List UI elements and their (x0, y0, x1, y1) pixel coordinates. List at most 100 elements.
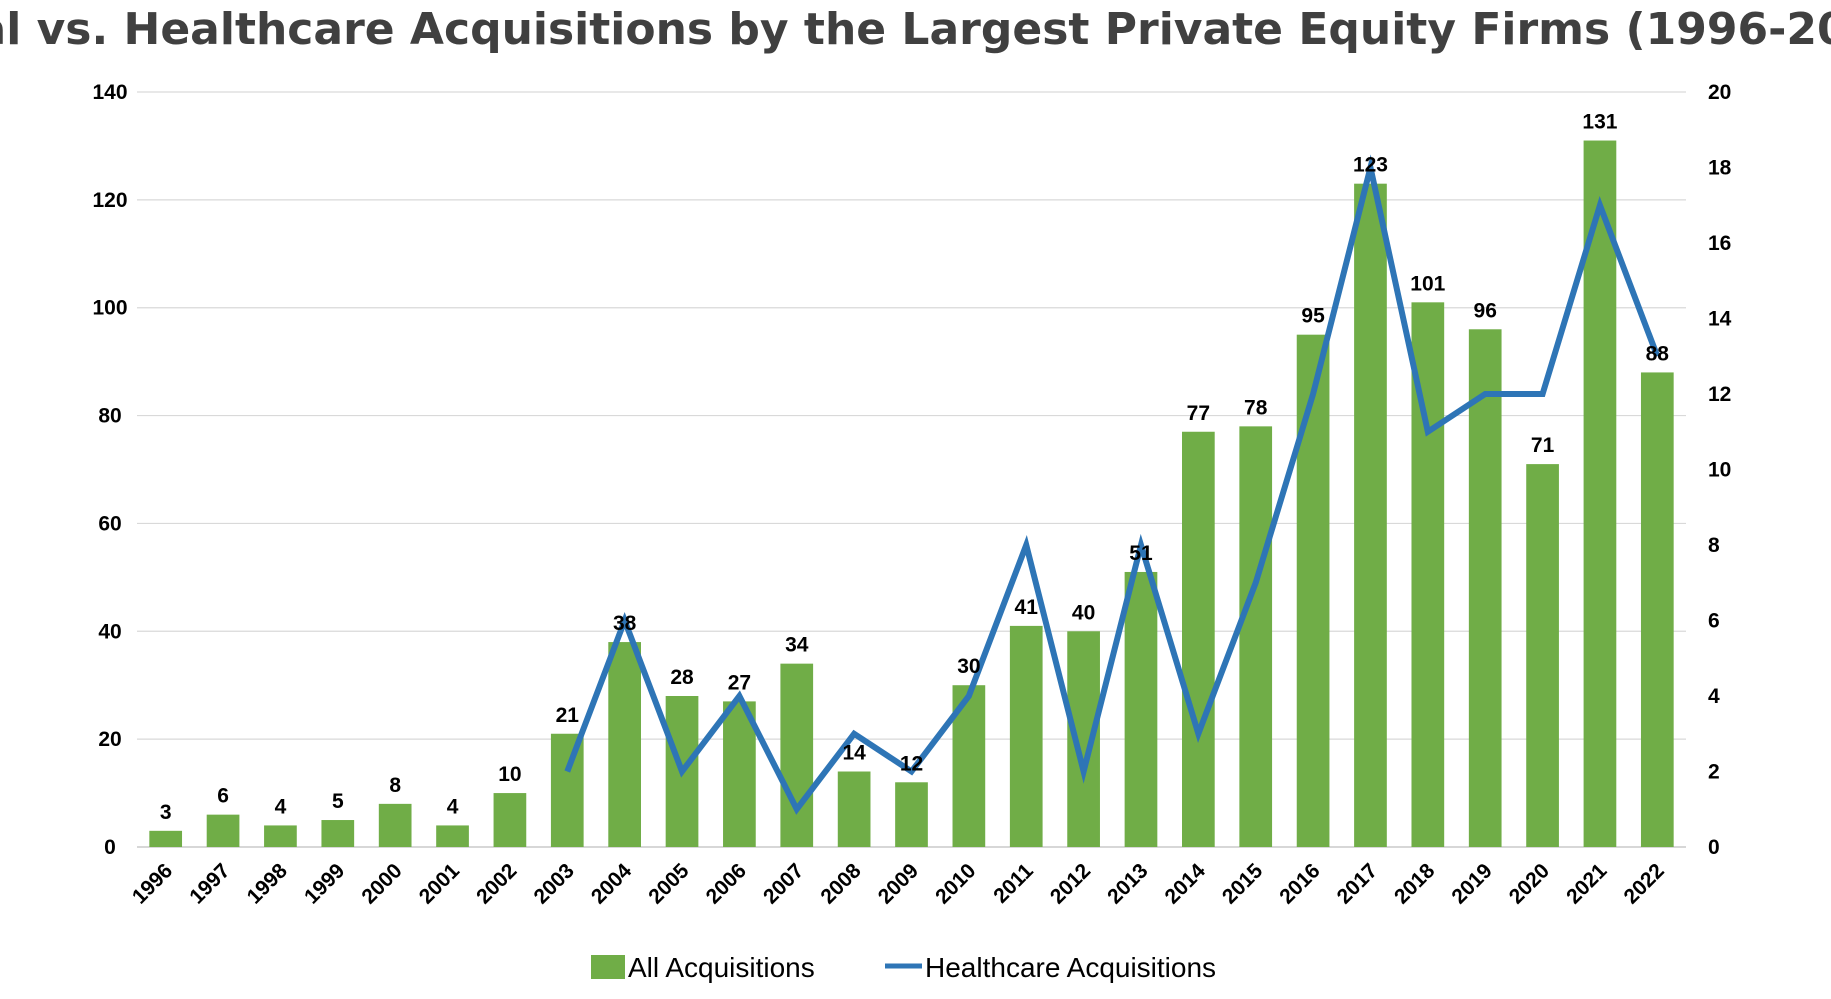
y-right-tick-label: 0 (1708, 836, 1720, 859)
x-tick-label: 1996 (128, 859, 177, 908)
bar-1996 (149, 830, 183, 847)
healthcare-line (564, 154, 1661, 815)
legend: All Acquisitions Healthcare Acquisitions (591, 952, 1216, 983)
x-tick-label: 2013 (1103, 859, 1152, 908)
y-left-tick-label: 120 (92, 189, 127, 212)
y-left-tick-label: 0 (104, 836, 116, 859)
bar-2008 (837, 771, 871, 847)
bar-label-2014: 77 (1187, 402, 1210, 425)
bar-2017 (1354, 183, 1387, 847)
x-tick-label: 2003 (530, 859, 579, 908)
bar-2011 (1009, 625, 1043, 847)
x-tick-label: 2000 (357, 859, 406, 908)
bar-label-2020: 71 (1531, 434, 1555, 457)
x-tick-label: 2022 (1620, 859, 1669, 908)
y-right-tick-label: 18 (1708, 157, 1732, 180)
y-right-tick-label: 12 (1708, 383, 1731, 406)
bar-label-2016: 95 (1301, 305, 1325, 328)
x-tick-label: 2019 (1447, 859, 1496, 908)
bar-label-2018: 101 (1410, 272, 1445, 295)
bar-label-2019: 96 (1474, 299, 1497, 322)
bar-2004 (608, 642, 641, 847)
line-series-healthcare-acquisitions (564, 154, 1661, 815)
x-tick-label: 2009 (874, 859, 923, 908)
bar-label-2010: 30 (957, 655, 980, 678)
bar-2015 (1239, 426, 1273, 847)
bar-label-2008: 14 (842, 742, 866, 765)
y-axis-right: 0 2 4 6 8 10 12 14 16 18 20 (1708, 81, 1732, 859)
bar-label-1997: 6 (217, 785, 229, 808)
x-tick-label: 2004 (587, 859, 637, 909)
bar-label-2003: 21 (556, 704, 580, 727)
x-tick-label: 1998 (243, 859, 293, 909)
bar-data-labels: 3 6 4 5 8 4 10 21 38 28 27 34 14 12 30 41 40 51 77 78 95 123 1… (160, 111, 1669, 824)
bar-2006 (723, 701, 756, 847)
y-right-tick-label: 2 (1708, 761, 1720, 784)
bar-1998 (264, 825, 297, 847)
x-tick-label: 2016 (1275, 859, 1324, 908)
bar-2020 (1526, 464, 1559, 847)
bar-2002 (493, 793, 527, 847)
bar-2009 (895, 782, 928, 847)
y-left-tick-label: 140 (92, 81, 127, 104)
bar-label-2004: 38 (613, 612, 637, 635)
x-tick-label: 2002 (472, 859, 521, 908)
x-tick-label: 2017 (1333, 859, 1382, 908)
legend-label-all-acquisitions: All Acquisitions (628, 952, 815, 983)
bar-2001 (436, 825, 469, 847)
y-left-tick-label: 20 (98, 728, 121, 751)
x-tick-label: 2014 (1161, 859, 1211, 909)
x-tick-label: 2008 (816, 859, 866, 909)
bar-label-2007: 34 (785, 634, 809, 657)
x-tick-label: 2007 (759, 859, 808, 908)
y-left-tick-label: 80 (98, 405, 121, 428)
bar-2016 (1296, 334, 1330, 847)
bar-2003 (550, 733, 584, 847)
bar-label-2011: 41 (1015, 596, 1039, 619)
x-tick-label: 2011 (989, 859, 1038, 908)
chart-title: Total vs. Healthcare Acquisitions by the… (0, 4, 1831, 55)
x-tick-label: 2021 (1562, 859, 1612, 909)
x-tick-label: 2020 (1505, 859, 1554, 908)
bar-2019 (1468, 329, 1502, 847)
bar-1997 (206, 814, 240, 847)
bar-2022 (1640, 372, 1674, 847)
x-tick-label: 2012 (1046, 859, 1095, 908)
bar-label-2000: 8 (389, 774, 401, 797)
y-right-tick-label: 6 (1708, 610, 1720, 633)
x-tick-label: 2018 (1390, 859, 1440, 909)
y-left-tick-label: 40 (98, 620, 121, 643)
bar-2013 (1124, 571, 1158, 847)
x-tick-label: 2015 (1218, 859, 1268, 909)
bar-label-1998: 4 (275, 795, 287, 818)
bar-label-1999: 5 (332, 790, 344, 813)
bar-2021 (1583, 140, 1617, 848)
y-right-tick-label: 14 (1708, 308, 1732, 331)
legend-swatch-all-acquisitions (591, 955, 625, 979)
y-right-tick-label: 4 (1708, 685, 1720, 708)
bar-label-2012: 40 (1072, 601, 1095, 624)
y-left-tick-label: 60 (98, 512, 121, 535)
bar-label-2013: 51 (1129, 542, 1153, 565)
bar-1999 (321, 820, 355, 847)
y-right-tick-label: 8 (1708, 534, 1720, 557)
bar-2007 (780, 663, 814, 847)
y-right-tick-label: 10 (1708, 459, 1731, 482)
bar-label-2015: 78 (1244, 396, 1268, 419)
bar-label-2005: 28 (670, 666, 694, 689)
x-tick-label: 2006 (702, 859, 751, 908)
bar-label-2017: 123 (1353, 154, 1388, 177)
gridlines (137, 91, 1686, 848)
bar-label-2009: 12 (900, 752, 923, 775)
bar-2012 (1067, 631, 1100, 847)
bar-2000 (378, 803, 412, 847)
bar-label-1996: 3 (160, 801, 172, 824)
x-tick-label: 2005 (644, 859, 694, 909)
legend-label-healthcare-acquisitions: Healthcare Acquisitions (925, 952, 1216, 983)
bar-label-2021: 131 (1582, 111, 1617, 134)
x-tick-label: 1999 (300, 859, 349, 908)
x-axis: 1996 1997 1998 1999 2000 2001 2002 2003 2004 2005… (128, 859, 1669, 909)
y-right-tick-label: 20 (1708, 81, 1731, 104)
bar-label-2006: 27 (728, 671, 751, 694)
